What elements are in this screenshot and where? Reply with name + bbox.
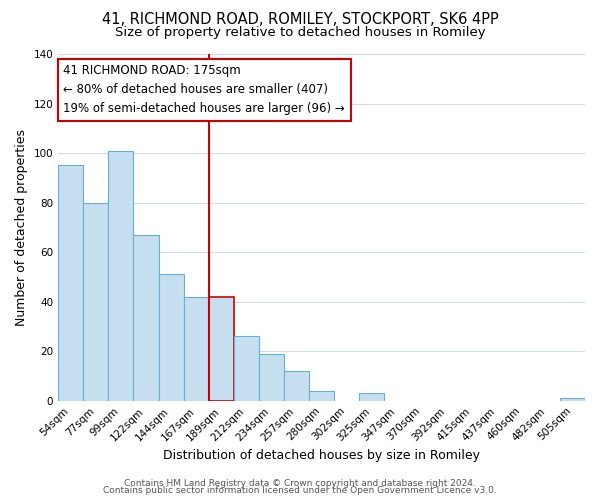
Bar — [359, 394, 385, 401]
Text: Size of property relative to detached houses in Romiley: Size of property relative to detached ho… — [115, 26, 485, 39]
Bar — [184, 297, 209, 401]
Text: 41, RICHMOND ROAD, ROMILEY, STOCKPORT, SK6 4PP: 41, RICHMOND ROAD, ROMILEY, STOCKPORT, S… — [101, 12, 499, 28]
Bar — [284, 371, 309, 401]
X-axis label: Distribution of detached houses by size in Romiley: Distribution of detached houses by size … — [163, 450, 480, 462]
Bar — [560, 398, 585, 401]
Bar — [259, 354, 284, 401]
Bar — [309, 391, 334, 401]
Bar — [133, 235, 158, 401]
Bar — [58, 166, 83, 401]
Bar — [234, 336, 259, 401]
Text: 41 RICHMOND ROAD: 175sqm
← 80% of detached houses are smaller (407)
19% of semi-: 41 RICHMOND ROAD: 175sqm ← 80% of detach… — [64, 64, 345, 116]
Bar — [83, 202, 109, 401]
Text: Contains HM Land Registry data © Crown copyright and database right 2024.: Contains HM Land Registry data © Crown c… — [124, 478, 476, 488]
Y-axis label: Number of detached properties: Number of detached properties — [15, 129, 28, 326]
Bar — [109, 150, 133, 401]
Bar — [158, 274, 184, 401]
Bar — [209, 297, 234, 401]
Text: Contains public sector information licensed under the Open Government Licence v3: Contains public sector information licen… — [103, 486, 497, 495]
